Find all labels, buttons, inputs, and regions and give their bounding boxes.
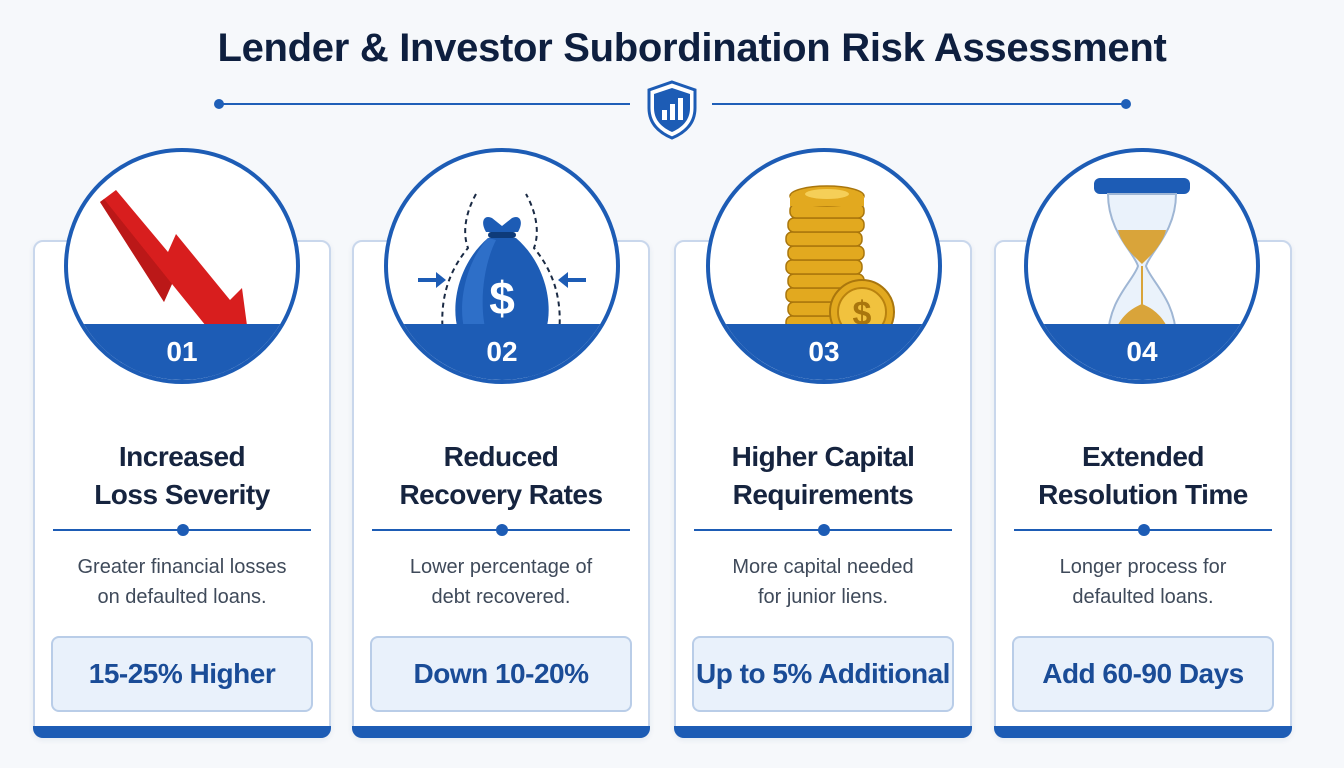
card-title-line2: Requirements (732, 479, 914, 510)
card-desc-line1: Greater financial losses (77, 556, 287, 578)
card-separator-dot (818, 524, 830, 536)
svg-text:$: $ (489, 272, 515, 324)
card-separator-dot (1138, 524, 1150, 536)
card-title: Higher Capital Requirements (676, 438, 970, 514)
card-number: 04 (1126, 336, 1158, 367)
card-desc-line2: on defaulted loans. (97, 586, 267, 608)
card-bottom-bar (674, 726, 972, 738)
header-divider-right-dot (1121, 99, 1131, 109)
card-separator-dot (496, 524, 508, 536)
down-trend-arrow-icon (100, 190, 250, 348)
card-desc-line1: More capital needed (732, 556, 914, 578)
card-title-line1: Reduced (443, 441, 559, 472)
card-description: More capital needed for junior liens. (686, 552, 960, 612)
card-metric-badge: Down 10-20% (370, 636, 632, 712)
card-number: 02 (486, 336, 518, 367)
card-title-line1: Extended (1081, 441, 1205, 472)
shield-chart-icon (647, 80, 697, 140)
card-number: 01 (166, 336, 198, 367)
card-description: Lower percentage of debt recovered. (364, 552, 638, 612)
page-title: Lender & Investor Subordination Risk Ass… (217, 26, 1167, 70)
card-description: Greater financial losses on defaulted lo… (45, 552, 319, 612)
shrinking-money-bag-icon: $ (418, 193, 586, 350)
card-title-line1: Increased (118, 441, 246, 472)
card-icon-circle: 01 (64, 148, 300, 384)
card-description: Longer process for defaulted loans. (1006, 552, 1280, 612)
card-title-line2: Resolution Time (1038, 479, 1248, 510)
card-bottom-bar (33, 726, 331, 738)
card-title: Reduced Recovery Rates (354, 438, 648, 514)
header-divider-right (712, 103, 1126, 105)
card-metric-badge: 15-25% Higher (51, 636, 313, 712)
card-metric-badge: Add 60-90 Days (1012, 636, 1274, 712)
card-separator-dot (177, 524, 189, 536)
card-number-band (710, 324, 938, 380)
card-desc-line2: debt recovered. (431, 586, 571, 608)
card-desc-line1: Longer process for (1059, 556, 1227, 578)
card-number-band (1028, 324, 1256, 380)
card-title: Extended Resolution Time (996, 438, 1290, 514)
card-title-line2: Recovery Rates (399, 479, 603, 510)
card-number-band (388, 324, 616, 380)
card-title-line2: Loss Severity (94, 479, 270, 510)
card-desc-line2: for junior liens. (757, 586, 889, 608)
svg-text:$: $ (853, 295, 872, 333)
card-title-line1: Higher Capital (731, 441, 915, 472)
card-title: Increased Loss Severity (35, 438, 329, 514)
card-desc-line1: Lower percentage of (409, 556, 593, 578)
card-desc-line2: defaulted loans. (1072, 586, 1214, 608)
card-bottom-bar (994, 726, 1292, 738)
card-bottom-bar (352, 726, 650, 738)
header-divider-left (218, 103, 630, 105)
card-icon-circle: $ 03 (706, 148, 942, 384)
header-divider-left-dot (214, 99, 224, 109)
card-metric-badge: Up to 5% Additional (692, 636, 954, 712)
card-icon-circle: 04 (1024, 148, 1260, 384)
card-icon-circle: $ 02 (384, 148, 620, 384)
card-number: 03 (808, 336, 840, 367)
card-number-band (68, 324, 296, 380)
